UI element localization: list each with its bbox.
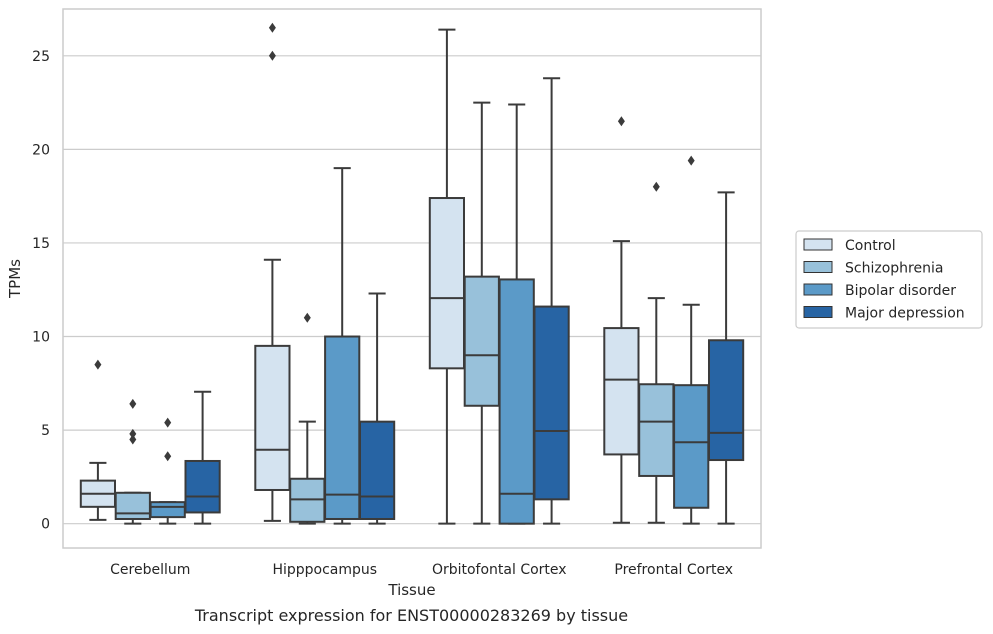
box-bipolar-disorder <box>498 103 535 525</box>
outlier-point <box>164 417 172 428</box>
legend-label: Major depression <box>845 306 965 322</box>
legend-label: Bipolar disorder <box>845 283 956 299</box>
iqr-box <box>603 327 640 456</box>
x-axis-ticks: Cerebellum Hipppocampus Orbitofontal Corte… <box>110 562 733 578</box>
box-control <box>603 116 640 524</box>
x-tick-label: Prefrontal Cortex <box>614 562 733 578</box>
iqr-box <box>114 491 151 520</box>
x-tick-label: Orbitofontal Cortex <box>432 562 567 578</box>
legend-swatch <box>803 306 833 318</box>
legend-label: Control <box>845 238 896 254</box>
box-major-depression <box>358 292 396 525</box>
box-schizophrenia <box>463 101 500 525</box>
x-axis-label: Tissue <box>387 581 435 599</box>
box-schizophrenia <box>289 312 326 525</box>
iqr-box <box>254 344 291 491</box>
iqr-box <box>428 197 466 370</box>
legend: Control Schizophrenia Bipolar disorder Majo… <box>795 230 983 329</box>
box-schizophrenia <box>114 398 151 525</box>
outlier-point <box>129 398 137 409</box>
y-tick-label: 25 <box>32 49 50 65</box>
outlier-point <box>94 359 102 370</box>
legend-swatch <box>803 238 833 251</box>
outlier-point <box>164 451 172 462</box>
y-axis-label: TPMs <box>6 259 24 299</box>
legend-swatch <box>803 283 833 296</box>
box-major-depression <box>184 390 221 525</box>
outlier-point <box>617 116 625 127</box>
iqr-box <box>184 459 221 514</box>
box-bipolar-disorder <box>673 155 710 525</box>
iqr-box <box>498 278 535 525</box>
outlier-point <box>268 50 276 61</box>
y-tick-label: 10 <box>32 330 50 346</box>
x-tick-label: Cerebellum <box>110 562 190 578</box>
iqr-box <box>638 383 675 477</box>
x-tick-label: Hipppocampus <box>272 562 377 578</box>
box-bipolar-disorder <box>324 167 361 525</box>
legend-label: Schizophrenia <box>845 261 943 277</box>
box-schizophrenia <box>638 181 675 524</box>
y-tick-label: 5 <box>41 423 50 439</box>
outlier-point <box>687 155 695 166</box>
box-plot-series <box>79 22 745 525</box>
box-bipolar-disorder <box>149 417 186 525</box>
y-tick-label: 15 <box>32 236 50 252</box>
y-tick-label: 0 <box>41 517 50 533</box>
outlier-point <box>129 434 137 445</box>
iqr-box <box>324 335 361 520</box>
y-tick-label: 20 <box>32 142 50 158</box>
iqr-box <box>707 339 745 462</box>
box-control <box>254 22 291 522</box>
box-major-depression <box>533 77 570 525</box>
iqr-box <box>358 420 396 520</box>
outlier-point <box>303 312 311 323</box>
plot-frame <box>62 8 762 549</box>
legend-swatch <box>803 261 833 273</box>
box-control <box>79 359 117 521</box>
outlier-point <box>268 22 276 33</box>
iqr-box <box>149 501 186 519</box>
box-major-depression <box>707 191 745 525</box>
gridlines <box>63 55 761 525</box>
iqr-box <box>533 305 570 501</box>
iqr-box <box>463 275 500 407</box>
legend-frame <box>795 230 983 329</box>
y-axis-ticks: 0 5 10 15 20 25 <box>32 49 50 533</box>
figure-caption: Transcript expression for ENST0000028326… <box>194 606 629 625</box>
box-control <box>428 28 466 525</box>
iqr-box <box>673 384 710 509</box>
outlier-point <box>129 428 137 439</box>
outlier-point <box>652 181 660 192</box>
